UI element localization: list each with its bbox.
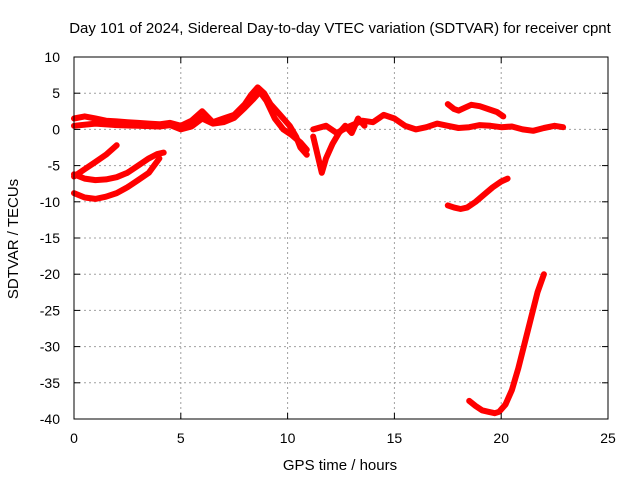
x-tick-label: 5: [177, 430, 185, 446]
series-track-right-mid: [444, 175, 511, 212]
data-layer: [71, 84, 567, 417]
y-tick-label: -40: [40, 411, 60, 427]
y-tick-label: 5: [52, 85, 60, 101]
y-tick-label: -25: [40, 302, 60, 318]
x-axis-label: GPS time / hours: [283, 457, 397, 474]
x-tick-label: 15: [387, 430, 403, 446]
series-track-mid: [310, 111, 567, 136]
y-tick-label: -35: [40, 375, 60, 391]
tick-layer: 0 5 10 15 20 25 -40 -35 -30 -25 -20 -15 -10 -5 0 5 10: [40, 49, 616, 446]
series-track-deep: [466, 271, 547, 417]
y-tick-label: -5: [48, 158, 61, 174]
y-tick-label: 10: [44, 49, 60, 65]
y-tick-label: -15: [40, 230, 60, 246]
series-track-main-b: [71, 88, 310, 153]
x-tick-label: 25: [600, 430, 616, 446]
series-track-upper-right: [444, 101, 507, 120]
series-track-low-left-c: [71, 142, 120, 180]
series-track-low-left-a: [71, 149, 167, 184]
y-axis-label: SDTVAR / TECUs: [5, 179, 22, 299]
x-tick-label: 10: [280, 430, 296, 446]
y-tick-label: 0: [52, 121, 60, 137]
y-tick-label: -10: [40, 194, 60, 210]
y-tick-label: -20: [40, 266, 60, 282]
chart-title: Day 101 of 2024, Sidereal Day-to-day VTE…: [69, 20, 611, 37]
x-tick-label: 0: [70, 430, 78, 446]
y-tick-label: -30: [40, 339, 60, 355]
x-tick-label: 20: [493, 430, 509, 446]
series-track-low-left-b: [71, 155, 163, 202]
